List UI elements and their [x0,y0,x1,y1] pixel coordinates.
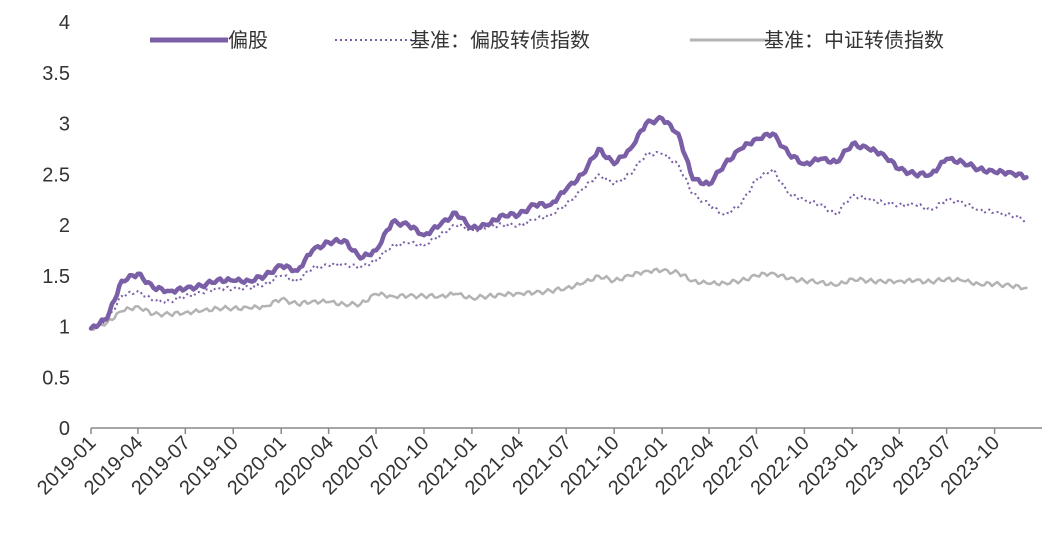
series-layer [88,114,1029,331]
legend-label: 基准：中证转债指数 [764,28,944,52]
y-tick-label: 1 [59,317,70,339]
legend-label: 偏股 [228,28,268,52]
y-tick-label: 1.5 [42,266,70,288]
legend-label: 基准：偏股转债指数 [410,28,590,52]
series-line [88,114,1029,331]
y-tick-label: 2.5 [42,164,70,186]
y-tick-label: 2 [59,215,70,237]
series-line [90,150,1027,330]
series-line [89,267,1028,331]
y-tick-label: 3.5 [42,63,70,85]
y-tick-label: 0 [59,418,70,440]
legend: 偏股 基准：偏股转债指数 基准：中证转债指数 [150,28,944,52]
y-axis: 0 0.5 1 1.5 2 2.5 3 3.5 4 [42,12,70,440]
y-tick-label: 0.5 [42,367,70,389]
y-tick-label: 3 [59,114,70,136]
x-axis: 2019-012019-042019-072019-102020-012020-… [33,427,1042,499]
y-tick-label: 4 [59,12,70,34]
